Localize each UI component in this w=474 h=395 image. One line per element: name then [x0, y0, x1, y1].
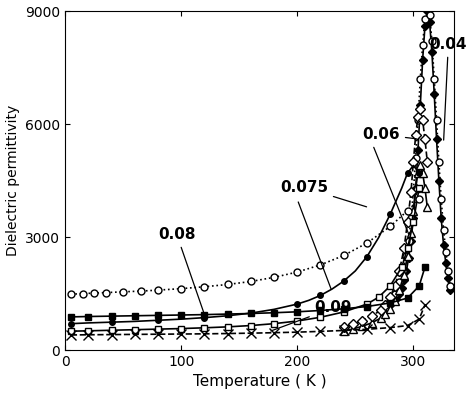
X-axis label: Temperature ( K ): Temperature ( K )	[193, 374, 326, 389]
Text: 0.04: 0.04	[429, 37, 467, 140]
Text: 0.075: 0.075	[280, 180, 366, 207]
Text: 0.09: 0.09	[271, 300, 352, 331]
Text: 0.06: 0.06	[362, 127, 416, 142]
Text: 0.08: 0.08	[158, 227, 203, 312]
Y-axis label: Dielectric permittivity: Dielectric permittivity	[6, 105, 19, 256]
